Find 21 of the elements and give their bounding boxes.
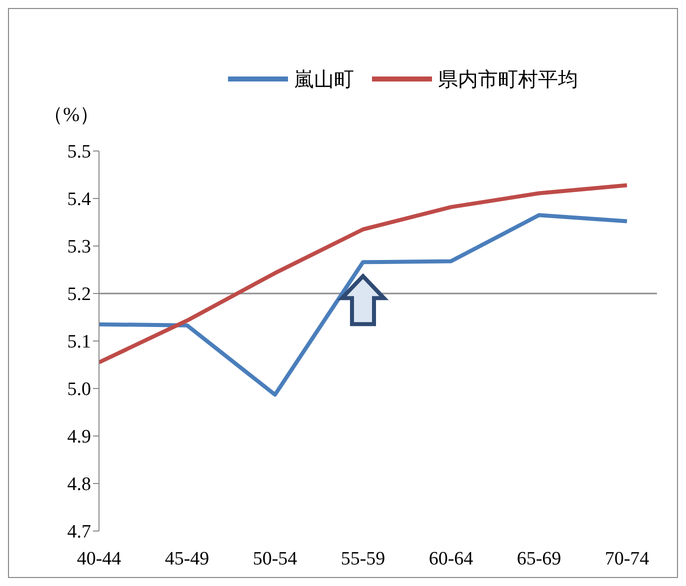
x-tick-label: 70-74 [604, 548, 650, 570]
y-tick-label: 4.9 [67, 426, 91, 448]
y-axis-title: （%） [43, 103, 100, 128]
x-tick-label: 60-64 [428, 548, 474, 570]
y-tick-label: 5.3 [67, 236, 91, 258]
x-tick-label: 45-49 [164, 548, 210, 570]
y-tick-label: 5.5 [67, 142, 91, 163]
x-tick-label: 40-44 [76, 548, 122, 570]
y-tick-label: 4.8 [67, 474, 91, 496]
y-tick-label: 5.1 [67, 332, 91, 353]
x-tick-label: 55-59 [340, 548, 386, 570]
y-tick-label: 4.7 [67, 522, 91, 543]
x-tick-label: 50-54 [252, 548, 298, 570]
legend-label: 県内市町村平均 [438, 66, 578, 92]
line-series [97, 183, 629, 364]
y-tick-label: 5.0 [67, 379, 91, 400]
y-tick-label: 5.4 [67, 189, 92, 210]
line-series [97, 213, 629, 397]
legend-label: 嵐山町 [294, 66, 354, 92]
x-tick-label: 65-69 [516, 548, 562, 570]
y-tick-label: 5.2 [67, 284, 91, 306]
